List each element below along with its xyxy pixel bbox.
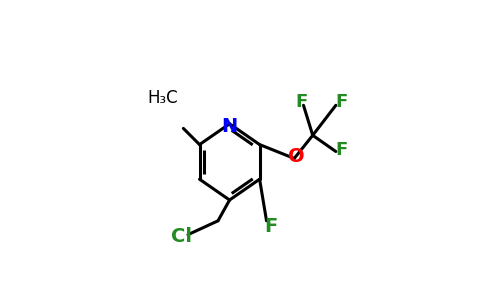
Text: O: O	[288, 147, 305, 166]
Text: F: F	[295, 93, 307, 111]
Text: F: F	[335, 141, 348, 159]
Text: H₃C: H₃C	[147, 89, 178, 107]
Text: F: F	[335, 93, 348, 111]
Text: F: F	[265, 217, 278, 236]
Text: Cl: Cl	[170, 227, 192, 247]
Text: N: N	[222, 117, 238, 136]
